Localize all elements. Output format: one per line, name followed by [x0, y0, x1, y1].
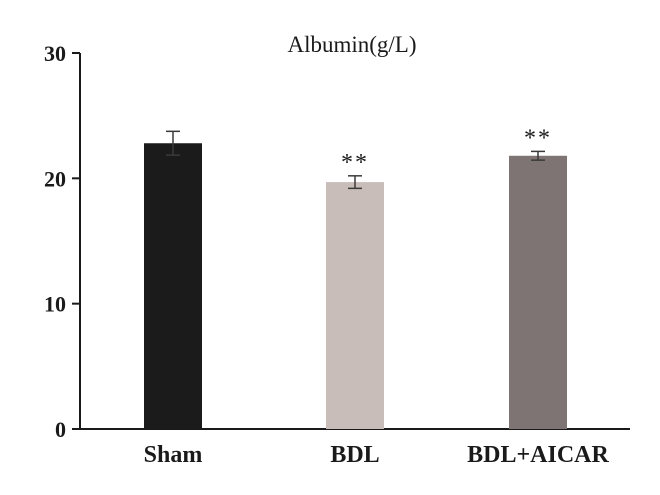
- y-tick-label: 0: [55, 417, 66, 442]
- y-tick-label: 10: [44, 292, 66, 317]
- category-label: Sham: [144, 442, 203, 468]
- bar-1: [326, 182, 384, 429]
- bar-2: [509, 155, 567, 430]
- category-label: BDL: [330, 442, 379, 468]
- category-label: BDL+AICAR: [467, 442, 609, 468]
- y-tick-label: 20: [44, 166, 66, 191]
- significance-marker: **: [341, 150, 369, 176]
- y-tick-label: 30: [44, 41, 66, 66]
- bars: Sham BDL ** BDL+AICAR **: [144, 125, 610, 468]
- chart-title: Albumin(g/L): [287, 32, 416, 57]
- bar-0: [144, 143, 202, 430]
- significance-marker: **: [524, 125, 552, 151]
